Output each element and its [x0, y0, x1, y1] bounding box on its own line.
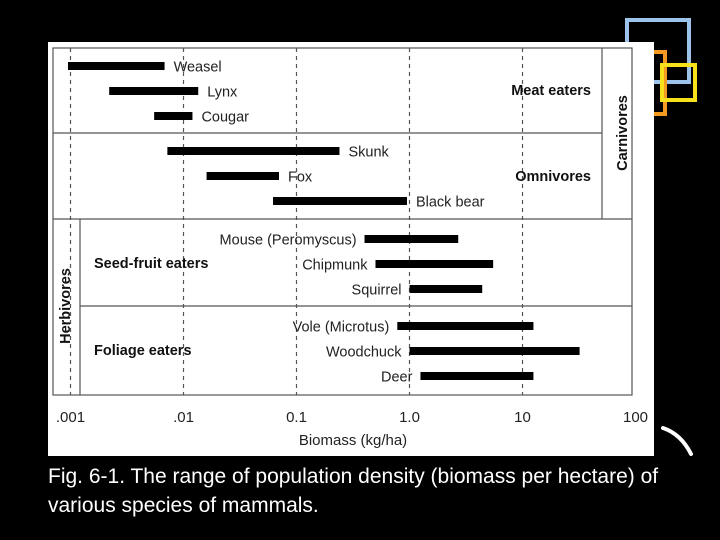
range-bar-chart: Weasel Lynx Cougar Skunk Fox Black bear Mouse … [52, 47, 648, 449]
bar-squirrel [409, 285, 483, 293]
label-weasel: Weasel [174, 60, 222, 76]
label-lynx: Lynx [207, 85, 238, 101]
bar-lynx [109, 87, 199, 95]
label-mouse-peromyscus: Mouse (Peromyscus) [220, 233, 357, 249]
x-tick-label-100: 100 [623, 409, 648, 426]
x-tick-label-001: .001 [56, 409, 85, 426]
bar-vole-microtus [397, 322, 534, 330]
bar-skunk [167, 147, 340, 155]
label-vole-microtus: Vole (Microtus) [293, 320, 390, 336]
label-deer: Deer [381, 370, 413, 386]
subgroup-label-seed-fruit-eaters: Seed-fruit eaters [94, 256, 208, 272]
bar-black-bear [273, 197, 407, 205]
subgroup-label-foliage-eaters: Foliage eaters [94, 343, 192, 359]
label-chipmunk: Chipmunk [302, 258, 368, 274]
bar-weasel [67, 62, 165, 70]
major-group-label-carnivores: Carnivores [615, 95, 631, 171]
decorative-square-yellow [660, 63, 697, 102]
bar-chipmunk [375, 260, 494, 268]
label-fox: Fox [288, 170, 313, 186]
x-tick-label-0-1: 0.1 [286, 409, 307, 426]
bar-cougar [154, 112, 193, 120]
x-axis-label: Biomass (kg/ha) [299, 432, 407, 449]
plot-frame [52, 47, 633, 396]
subgroup-label-meat-eaters: Meat eaters [511, 83, 591, 99]
decorative-curve [661, 426, 693, 456]
x-tick-label-1-0: 1.0 [399, 409, 420, 426]
label-skunk: Skunk [348, 145, 389, 161]
label-squirrel: Squirrel [352, 283, 402, 299]
x-tick-label-01: .01 [173, 409, 194, 426]
major-group-label-herbivores: Herbivores [58, 268, 74, 344]
bar-fox [206, 172, 279, 180]
x-tick-label-10: 10 [514, 409, 531, 426]
figure-caption: Fig. 6-1. The range of population densit… [48, 465, 659, 517]
label-woodchuck: Woodchuck [326, 345, 402, 361]
subgroup-label-omnivores: Omnivores [515, 169, 591, 185]
chart-panel: Weasel Lynx Cougar Skunk Fox Black bear Mouse … [48, 42, 654, 456]
label-black-bear: Black bear [416, 195, 485, 211]
bar-mouse-peromyscus [364, 235, 459, 243]
bar-woodchuck [409, 347, 580, 355]
label-cougar: Cougar [201, 110, 249, 126]
bar-deer [420, 372, 534, 380]
